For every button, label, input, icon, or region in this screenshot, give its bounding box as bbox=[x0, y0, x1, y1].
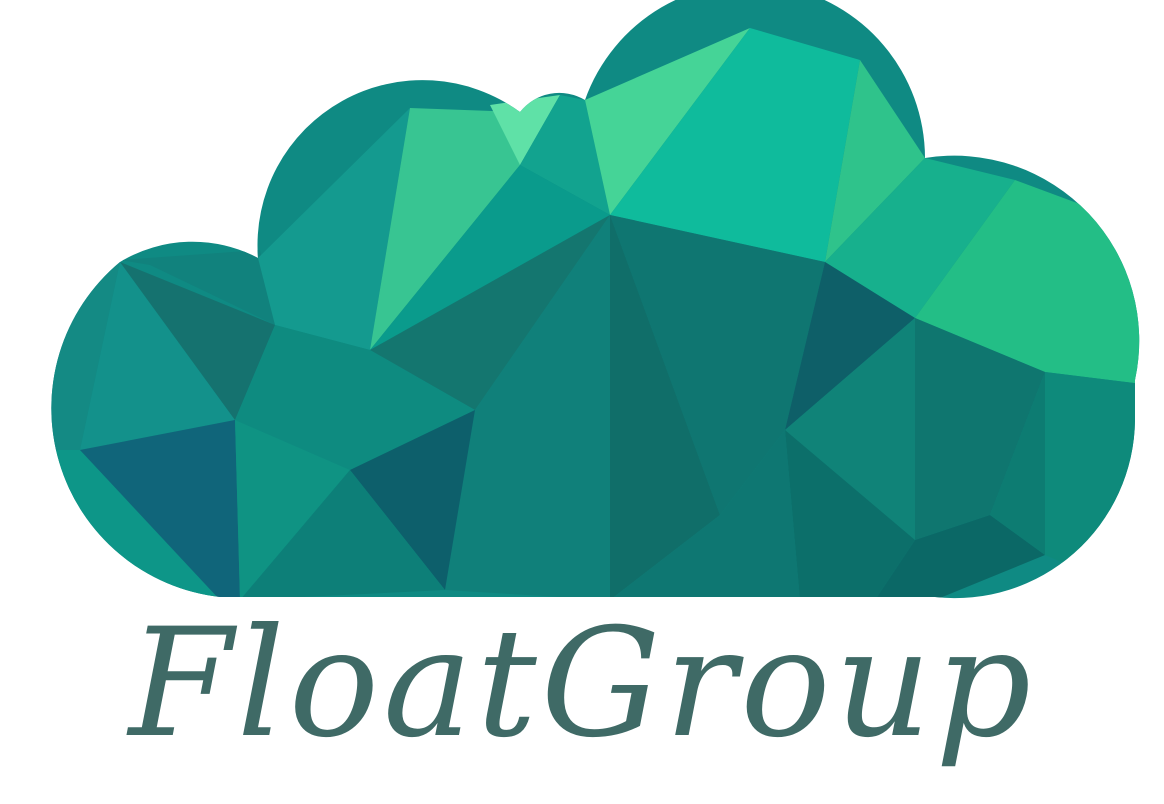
brand-wordmark: FloatGroup bbox=[126, 597, 1036, 771]
cloud-icon bbox=[51, 0, 1140, 599]
